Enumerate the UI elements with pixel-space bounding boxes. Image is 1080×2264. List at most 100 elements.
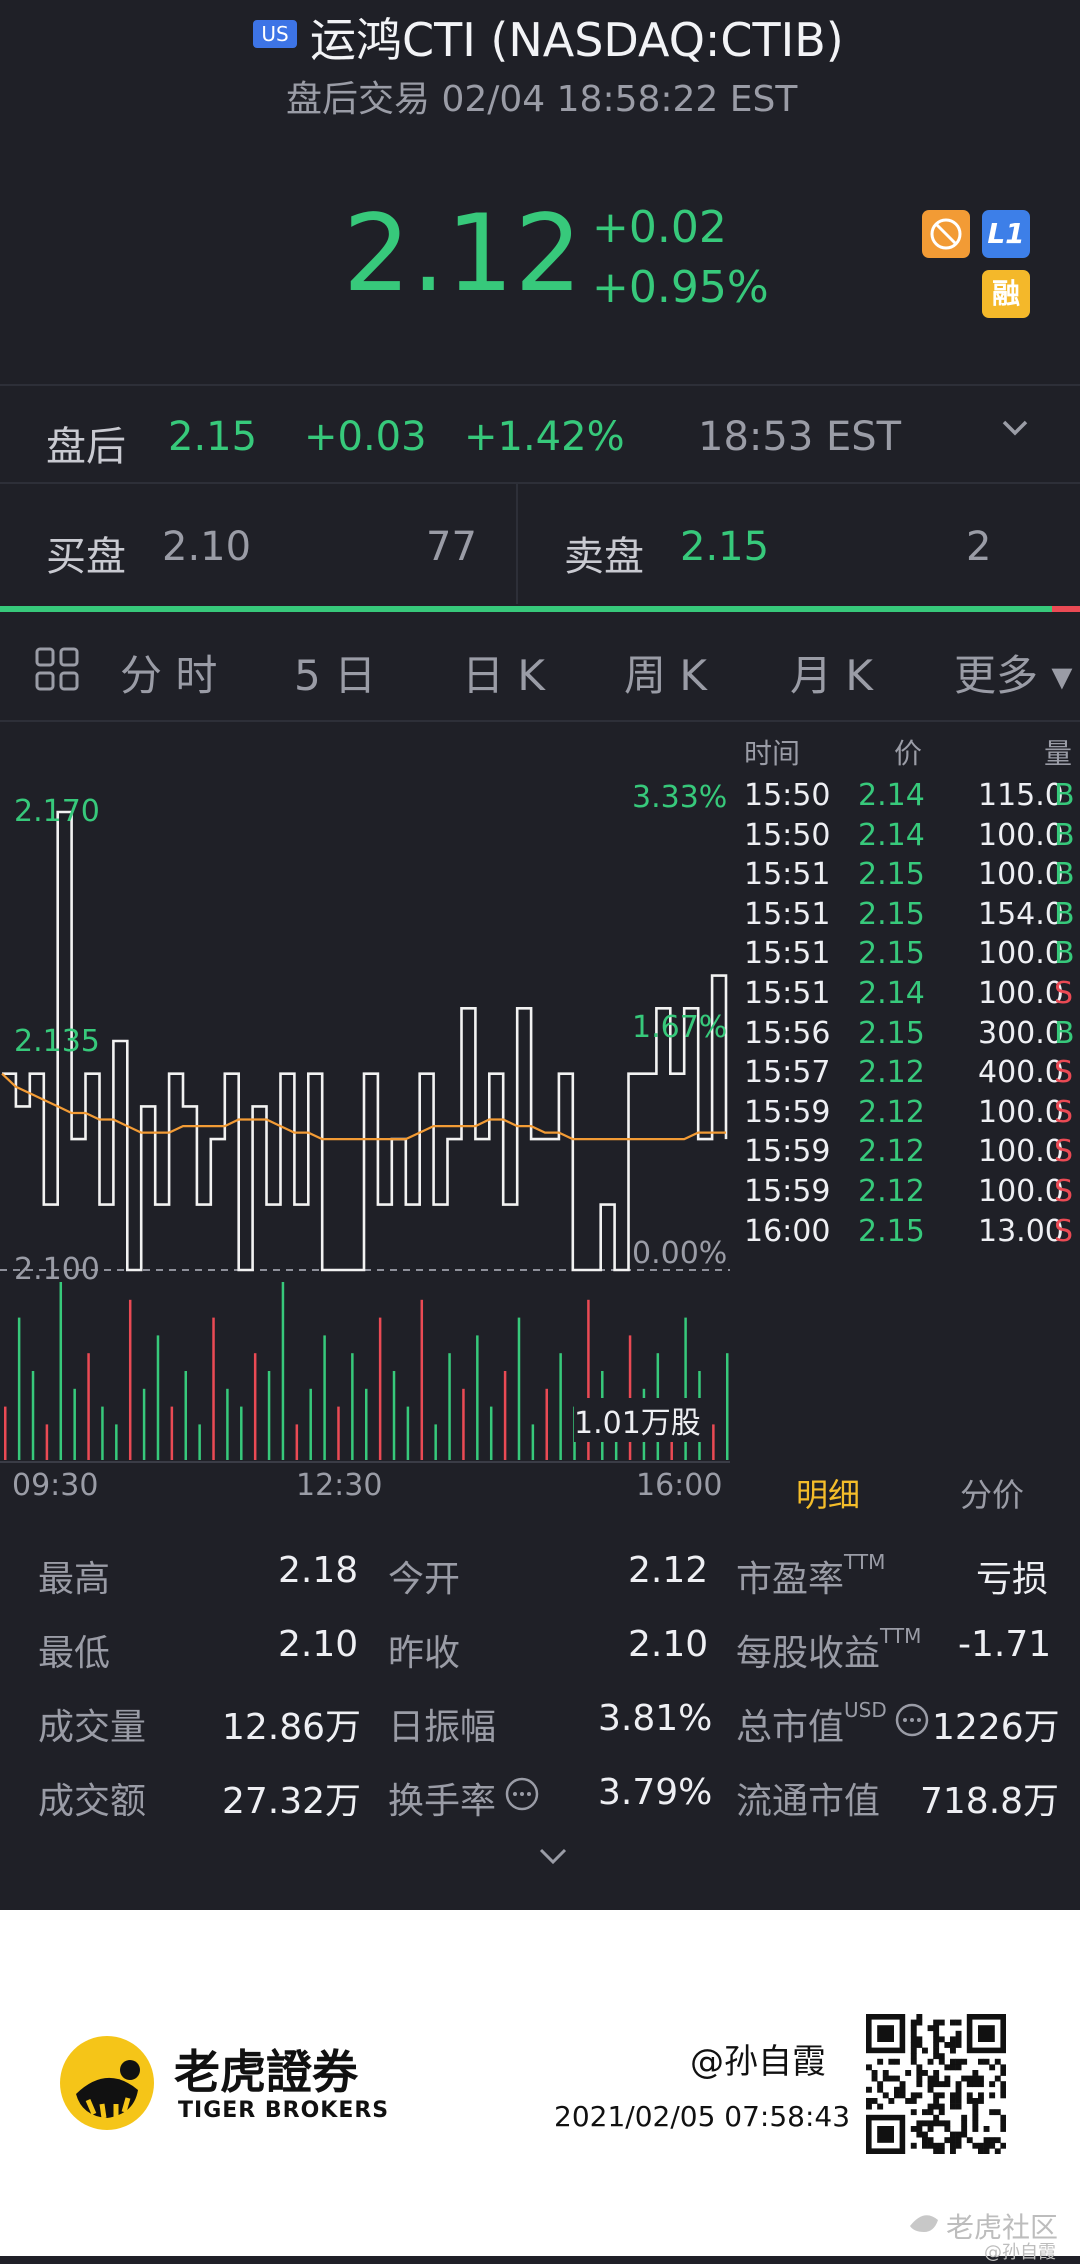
volume-bar	[406, 1406, 410, 1460]
volume-bar	[448, 1353, 451, 1460]
trade-volume: 100.0	[978, 936, 1064, 972]
no-short-icon[interactable]	[922, 210, 970, 258]
trade-volume: 300.0	[978, 1015, 1064, 1051]
stat-high-label: 最高	[38, 1559, 111, 1600]
tab-price-distribution[interactable]: 分价	[960, 1476, 1025, 1514]
tab-5day[interactable]: 5 日	[294, 651, 377, 700]
volume-bar	[378, 1317, 382, 1460]
stat-volume-label: 成交量	[38, 1707, 147, 1748]
trade-row: 15:59 2.12 100.0 S	[740, 1174, 1080, 1230]
trade-price: 2.14	[858, 817, 925, 853]
qr-code-icon	[866, 2014, 1007, 2158]
volume-bar	[712, 1424, 715, 1460]
trade-row: 16:00 2.15 13.00 S	[740, 1214, 1080, 1270]
tab-daily-k[interactable]: 日 K	[462, 651, 545, 700]
trade-row: 15:51 2.14 100.0 S	[740, 976, 1080, 1032]
trade-price: 2.15	[858, 936, 925, 972]
trade-time: 15:56	[744, 1015, 831, 1051]
tab-weekly-k[interactable]: 周 K	[624, 651, 707, 700]
time-axis-mid: 12:30	[296, 1468, 383, 1503]
trade-side: S	[1054, 1174, 1074, 1209]
stat-volume: 12.86万	[222, 1707, 362, 1748]
expand-chevron-icon[interactable]	[536, 1844, 570, 1872]
share-user: @孙自霞	[690, 2042, 826, 2082]
volume-bar	[503, 1371, 507, 1460]
tiger-logo-icon	[58, 2034, 156, 2136]
trade-time: 16:00	[744, 1213, 831, 1249]
trade-row: 15:59 2.12 100.0 S	[740, 1134, 1080, 1190]
trade-volume: 13.00	[978, 1213, 1064, 1249]
stat-turnover-rate-label: 换手率	[388, 1781, 497, 1822]
ask-price: 2.15	[680, 524, 770, 570]
volume-bar	[628, 1335, 632, 1460]
bid-size: 77	[426, 524, 477, 570]
more-info-icon[interactable]	[504, 1776, 540, 1816]
stat-eps: -1.71	[958, 1624, 1052, 1665]
trade-price: 2.12	[858, 1055, 925, 1091]
brand-name-cn: 老虎證券	[174, 2045, 358, 2099]
trade-row: 15:57 2.12 400.0 S	[740, 1055, 1080, 1111]
intraday-chart[interactable]: 2.170 2.135 2.100 3.33% 1.67% 0.00% 1.01…	[0, 722, 740, 1503]
ask-label: 卖盘	[564, 534, 644, 580]
volume-label: 1.01万股	[574, 1398, 701, 1442]
trade-volume: 154.0	[978, 896, 1064, 932]
after-hours-row[interactable]: 盘后 2.15 +0.03 +1.42% 18:53 EST	[0, 386, 1080, 482]
volume-bar	[17, 1317, 21, 1460]
trade-price: 2.15	[858, 896, 925, 932]
volume-bar	[156, 1335, 160, 1460]
trade-row: 15:59 2.12 100.0 S	[740, 1095, 1080, 1151]
volume-bar	[517, 1317, 521, 1460]
volume-bar	[545, 1388, 548, 1460]
market-badge: US	[253, 20, 297, 48]
trade-row: 15:56 2.15 300.0 B	[740, 1016, 1080, 1072]
volume-bar	[170, 1406, 174, 1460]
stat-open: 2.12	[628, 1550, 709, 1591]
last-price: 2.12	[343, 192, 584, 315]
tab-more[interactable]: 更多 ▾	[954, 651, 1073, 700]
volume-bar	[253, 1353, 257, 1460]
tab-intraday[interactable]: 分 时	[120, 651, 218, 700]
trade-side: B	[1054, 857, 1075, 893]
volume-bar	[212, 1317, 215, 1460]
trade-price: 2.15	[858, 1213, 925, 1249]
price-line	[2, 810, 728, 1272]
trade-side: B	[1054, 817, 1075, 853]
volume-bar	[614, 1424, 618, 1460]
volume-bar	[323, 1335, 326, 1460]
trade-time: 15:51	[744, 857, 831, 893]
trade-price: 2.14	[858, 778, 925, 813]
more-info-icon[interactable]	[894, 1702, 930, 1742]
level1-badge[interactable]: L1	[982, 210, 1030, 258]
volume-bar	[267, 1371, 271, 1460]
trade-time: 15:50	[744, 778, 831, 813]
volume-bar	[142, 1388, 146, 1460]
trade-time: 15:51	[744, 976, 831, 1011]
tab-monthly-k[interactable]: 月 K	[790, 651, 873, 700]
price-change: +0.02	[592, 202, 727, 253]
price-axis-low: 2.100	[14, 1252, 100, 1287]
chevron-down-icon[interactable]	[998, 408, 1032, 454]
trade-volume: 100.0	[978, 976, 1064, 1011]
stat-market-cap: 1226万	[932, 1707, 1060, 1748]
volume-bar	[351, 1353, 354, 1460]
grid-icon[interactable]	[34, 646, 80, 696]
trade-side: B	[1054, 936, 1075, 972]
volume-bar	[73, 1388, 76, 1460]
volume-bar	[59, 1282, 63, 1460]
trade-detail-list[interactable]: 时间 价 量 15:50 2.14 115.0 B 15:50 2.14 100.0 B 15:…	[740, 722, 1080, 1522]
price-change-pct: +0.95%	[592, 262, 769, 313]
stat-turnover-rate: 3.79%	[598, 1772, 713, 1813]
stock-title: 运鸿CTI (NASDAQ:CTIB)	[310, 13, 844, 67]
volume-bar	[295, 1424, 299, 1460]
volume-bar	[87, 1353, 90, 1460]
volume-bar	[684, 1317, 687, 1460]
stat-low: 2.10	[278, 1624, 359, 1665]
tab-detail[interactable]: 明细	[796, 1476, 861, 1514]
col-time: 时间	[744, 737, 801, 770]
price-axis-high: 2.170	[14, 794, 100, 829]
watermark-user: @孙自霞	[984, 2242, 1056, 2263]
trade-row: 15:50 2.14 100.0 B	[740, 818, 1080, 874]
margin-badge[interactable]: 融	[982, 270, 1030, 318]
trade-time: 15:50	[744, 817, 831, 853]
trade-volume: 115.0	[978, 778, 1064, 813]
